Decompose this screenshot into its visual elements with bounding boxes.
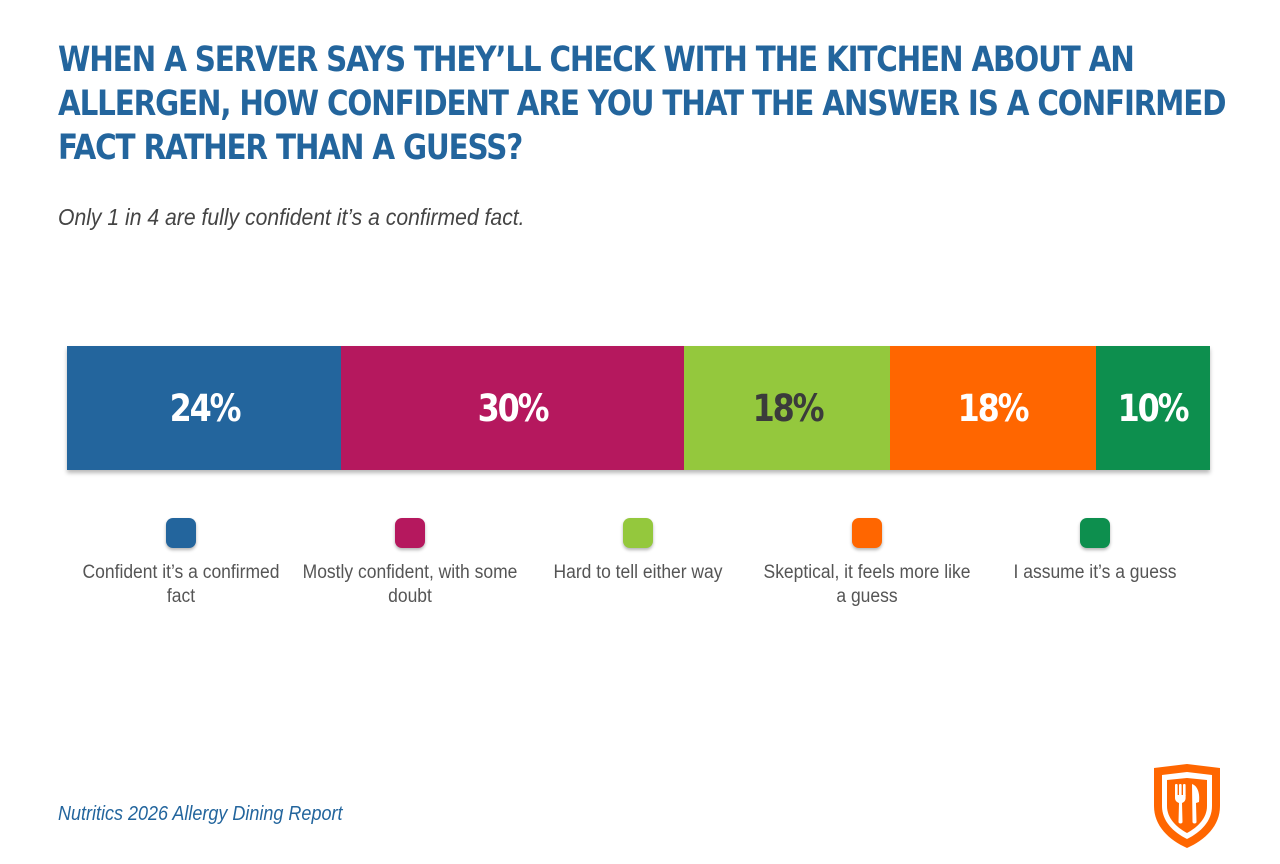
bar-segment-2: 30% [341,346,685,470]
legend-label: Skeptical, it feels more like a guess [763,562,971,607]
legend-swatch [395,518,425,548]
legend-label: Confident it’s a confirmed fact [82,562,280,607]
legend-swatch [852,518,882,548]
legend-swatch [166,518,196,548]
legend-item: Confident it’s a confirmed fact [67,518,295,609]
legend-item: Mostly confident, with some doubt [296,518,524,609]
bar-value-label: 30% [477,386,550,430]
fork-knife-shield-icon [1154,764,1220,848]
legend-label: Mostly confident, with some doubt [302,562,518,607]
legend-swatch [1080,518,1110,548]
bar-segment-4: 18% [889,346,1096,470]
chart-subtitle: Only 1 in 4 are fully confident it’s a c… [58,204,525,230]
legend-item: I assume it’s a guess [981,518,1209,585]
legend-swatch [623,518,653,548]
stacked-bar: 24% 30% 18% 18% 10% [67,346,1210,470]
footer-source: Nutritics 2026 Allergy Dining Report [58,803,343,825]
bar-value-label: 18% [752,386,824,430]
legend-label: I assume it’s a guess [1013,562,1177,583]
bar-segment-1: 24% [67,346,342,470]
bar-value-label: 24% [169,386,241,430]
legend-item: Hard to tell either way [524,518,752,585]
legend-item: Skeptical, it feels more like a guess [753,518,981,609]
bar-value-label: 18% [957,386,1030,430]
chart-title: WHEN A SERVER SAYS THEY’LL CHECK WITH TH… [58,40,1227,168]
bar-segment-5: 10% [1095,346,1210,470]
bar-segment-3: 18% [684,346,890,470]
bar-value-label: 10% [1117,386,1190,430]
legend: Confident it’s a confirmed fact Mostly co… [67,518,1210,638]
legend-label: Hard to tell either way [553,562,723,583]
